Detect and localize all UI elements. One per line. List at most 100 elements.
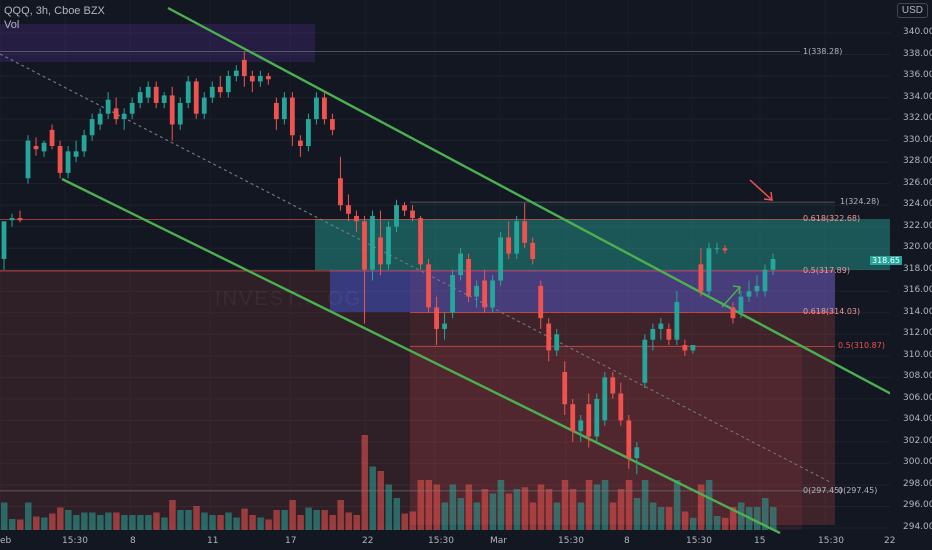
volume-label[interactable]: Vol xyxy=(4,19,20,31)
fib-level-label: 0.618(322.68) xyxy=(803,214,861,224)
candle-body xyxy=(217,86,223,93)
volume-bar xyxy=(633,498,641,530)
volume-bar xyxy=(529,502,537,530)
volume-bar xyxy=(225,512,232,530)
price-tick-label: 322.00 xyxy=(903,220,932,231)
symbol-label[interactable]: QQQ, 3h, Cboe BZX xyxy=(4,5,105,17)
volume-bar xyxy=(609,502,617,530)
candle-body xyxy=(241,59,247,77)
volume-bar xyxy=(681,511,689,530)
candle-body xyxy=(674,302,680,340)
time-tick-label: 15:30 xyxy=(818,536,844,546)
price-tick-label: 314.00 xyxy=(903,306,932,317)
volume-bar xyxy=(241,508,248,530)
volume-bar xyxy=(185,510,192,530)
candle-body xyxy=(81,135,87,152)
volume-bars xyxy=(1,435,777,530)
volume-bar xyxy=(657,507,665,530)
price-tick-label: 298.00 xyxy=(903,478,932,489)
time-tick-label: Mar xyxy=(490,536,507,546)
volume-bar xyxy=(665,507,673,530)
candle-body xyxy=(698,264,704,292)
volume-bar xyxy=(673,480,681,530)
chart-legend[interactable]: QQQ, 3h, Cboe BZX Vol xyxy=(4,4,105,32)
time-tick-label: 8 xyxy=(624,536,630,546)
volume-bar xyxy=(377,471,384,530)
candle-body xyxy=(538,285,544,319)
volume-bar xyxy=(561,480,569,530)
volume-bar xyxy=(361,435,368,530)
volume-bar xyxy=(137,515,144,530)
volume-bar xyxy=(297,515,304,530)
candle-body xyxy=(378,237,383,265)
candle-body xyxy=(73,151,79,157)
candle-body xyxy=(586,404,592,437)
volume-bar xyxy=(689,517,697,530)
candle-body xyxy=(466,258,472,297)
price-tick-label: 340.00 xyxy=(903,27,932,37)
volume-bar xyxy=(49,513,56,530)
volume-bar xyxy=(313,510,320,530)
candle-body xyxy=(314,97,319,120)
volume-bar xyxy=(153,512,160,530)
candle-body xyxy=(121,113,127,120)
volume-bar xyxy=(145,515,152,530)
time-tick-label: 22 xyxy=(362,536,374,546)
candle-body xyxy=(754,285,760,292)
time-tick-label: 8 xyxy=(130,536,136,546)
candle-body xyxy=(706,248,712,292)
candle-body xyxy=(714,248,720,250)
candle-body xyxy=(730,307,736,319)
candle-body xyxy=(490,280,496,308)
volume-bar xyxy=(401,513,409,530)
time-tick-label: 11 xyxy=(207,536,219,546)
time-tick-label: 15:30 xyxy=(62,536,88,546)
volume-bar xyxy=(353,515,360,530)
volume-bar xyxy=(457,498,465,530)
candle-body xyxy=(17,218,23,221)
red-arrow xyxy=(749,179,773,201)
price-axis[interactable] xyxy=(890,0,932,550)
volume-bar xyxy=(481,489,489,530)
volume-bar xyxy=(161,517,168,530)
candle-body xyxy=(145,86,151,98)
volume-bar xyxy=(449,484,457,530)
volume-bar xyxy=(553,502,561,530)
volume-bar xyxy=(729,507,737,530)
candle-body xyxy=(297,140,303,146)
volume-bar xyxy=(17,519,24,530)
volume-bar xyxy=(753,507,761,530)
volume-bar xyxy=(217,515,224,530)
candle-body xyxy=(498,237,504,281)
volume-bar xyxy=(521,487,529,530)
volume-bar xyxy=(537,484,545,530)
volume-bar xyxy=(25,502,32,530)
candle-body xyxy=(570,404,576,432)
fib-level-label: 0.618(314.03) xyxy=(803,307,861,317)
candle-body xyxy=(201,97,207,114)
volume-bar xyxy=(97,515,104,530)
candle-body xyxy=(642,339,648,383)
time-tick-label: 15 xyxy=(754,536,766,546)
red-arrow-head xyxy=(763,191,773,201)
volume-bar xyxy=(249,515,256,530)
volume-bar xyxy=(1,502,8,530)
volume-bar xyxy=(9,519,16,530)
price-tick-label: 308.00 xyxy=(903,371,932,382)
candle-body xyxy=(65,151,71,173)
candle-body xyxy=(562,371,568,405)
currency-button[interactable]: USD xyxy=(896,3,928,18)
channel-upper-line xyxy=(167,6,926,414)
volume-bar xyxy=(73,515,80,530)
candle-body xyxy=(209,86,215,98)
candle-body xyxy=(1,221,7,259)
volume-bar xyxy=(281,510,288,530)
watermark: INVEST... OG xyxy=(215,288,363,310)
candle-body xyxy=(618,393,624,421)
candle-body xyxy=(402,205,407,211)
last-price-label: 318.65 xyxy=(870,256,902,265)
candle-body xyxy=(666,328,672,340)
candle-body xyxy=(658,323,664,329)
candle-body xyxy=(185,81,191,103)
green-arrow-head xyxy=(732,285,741,295)
